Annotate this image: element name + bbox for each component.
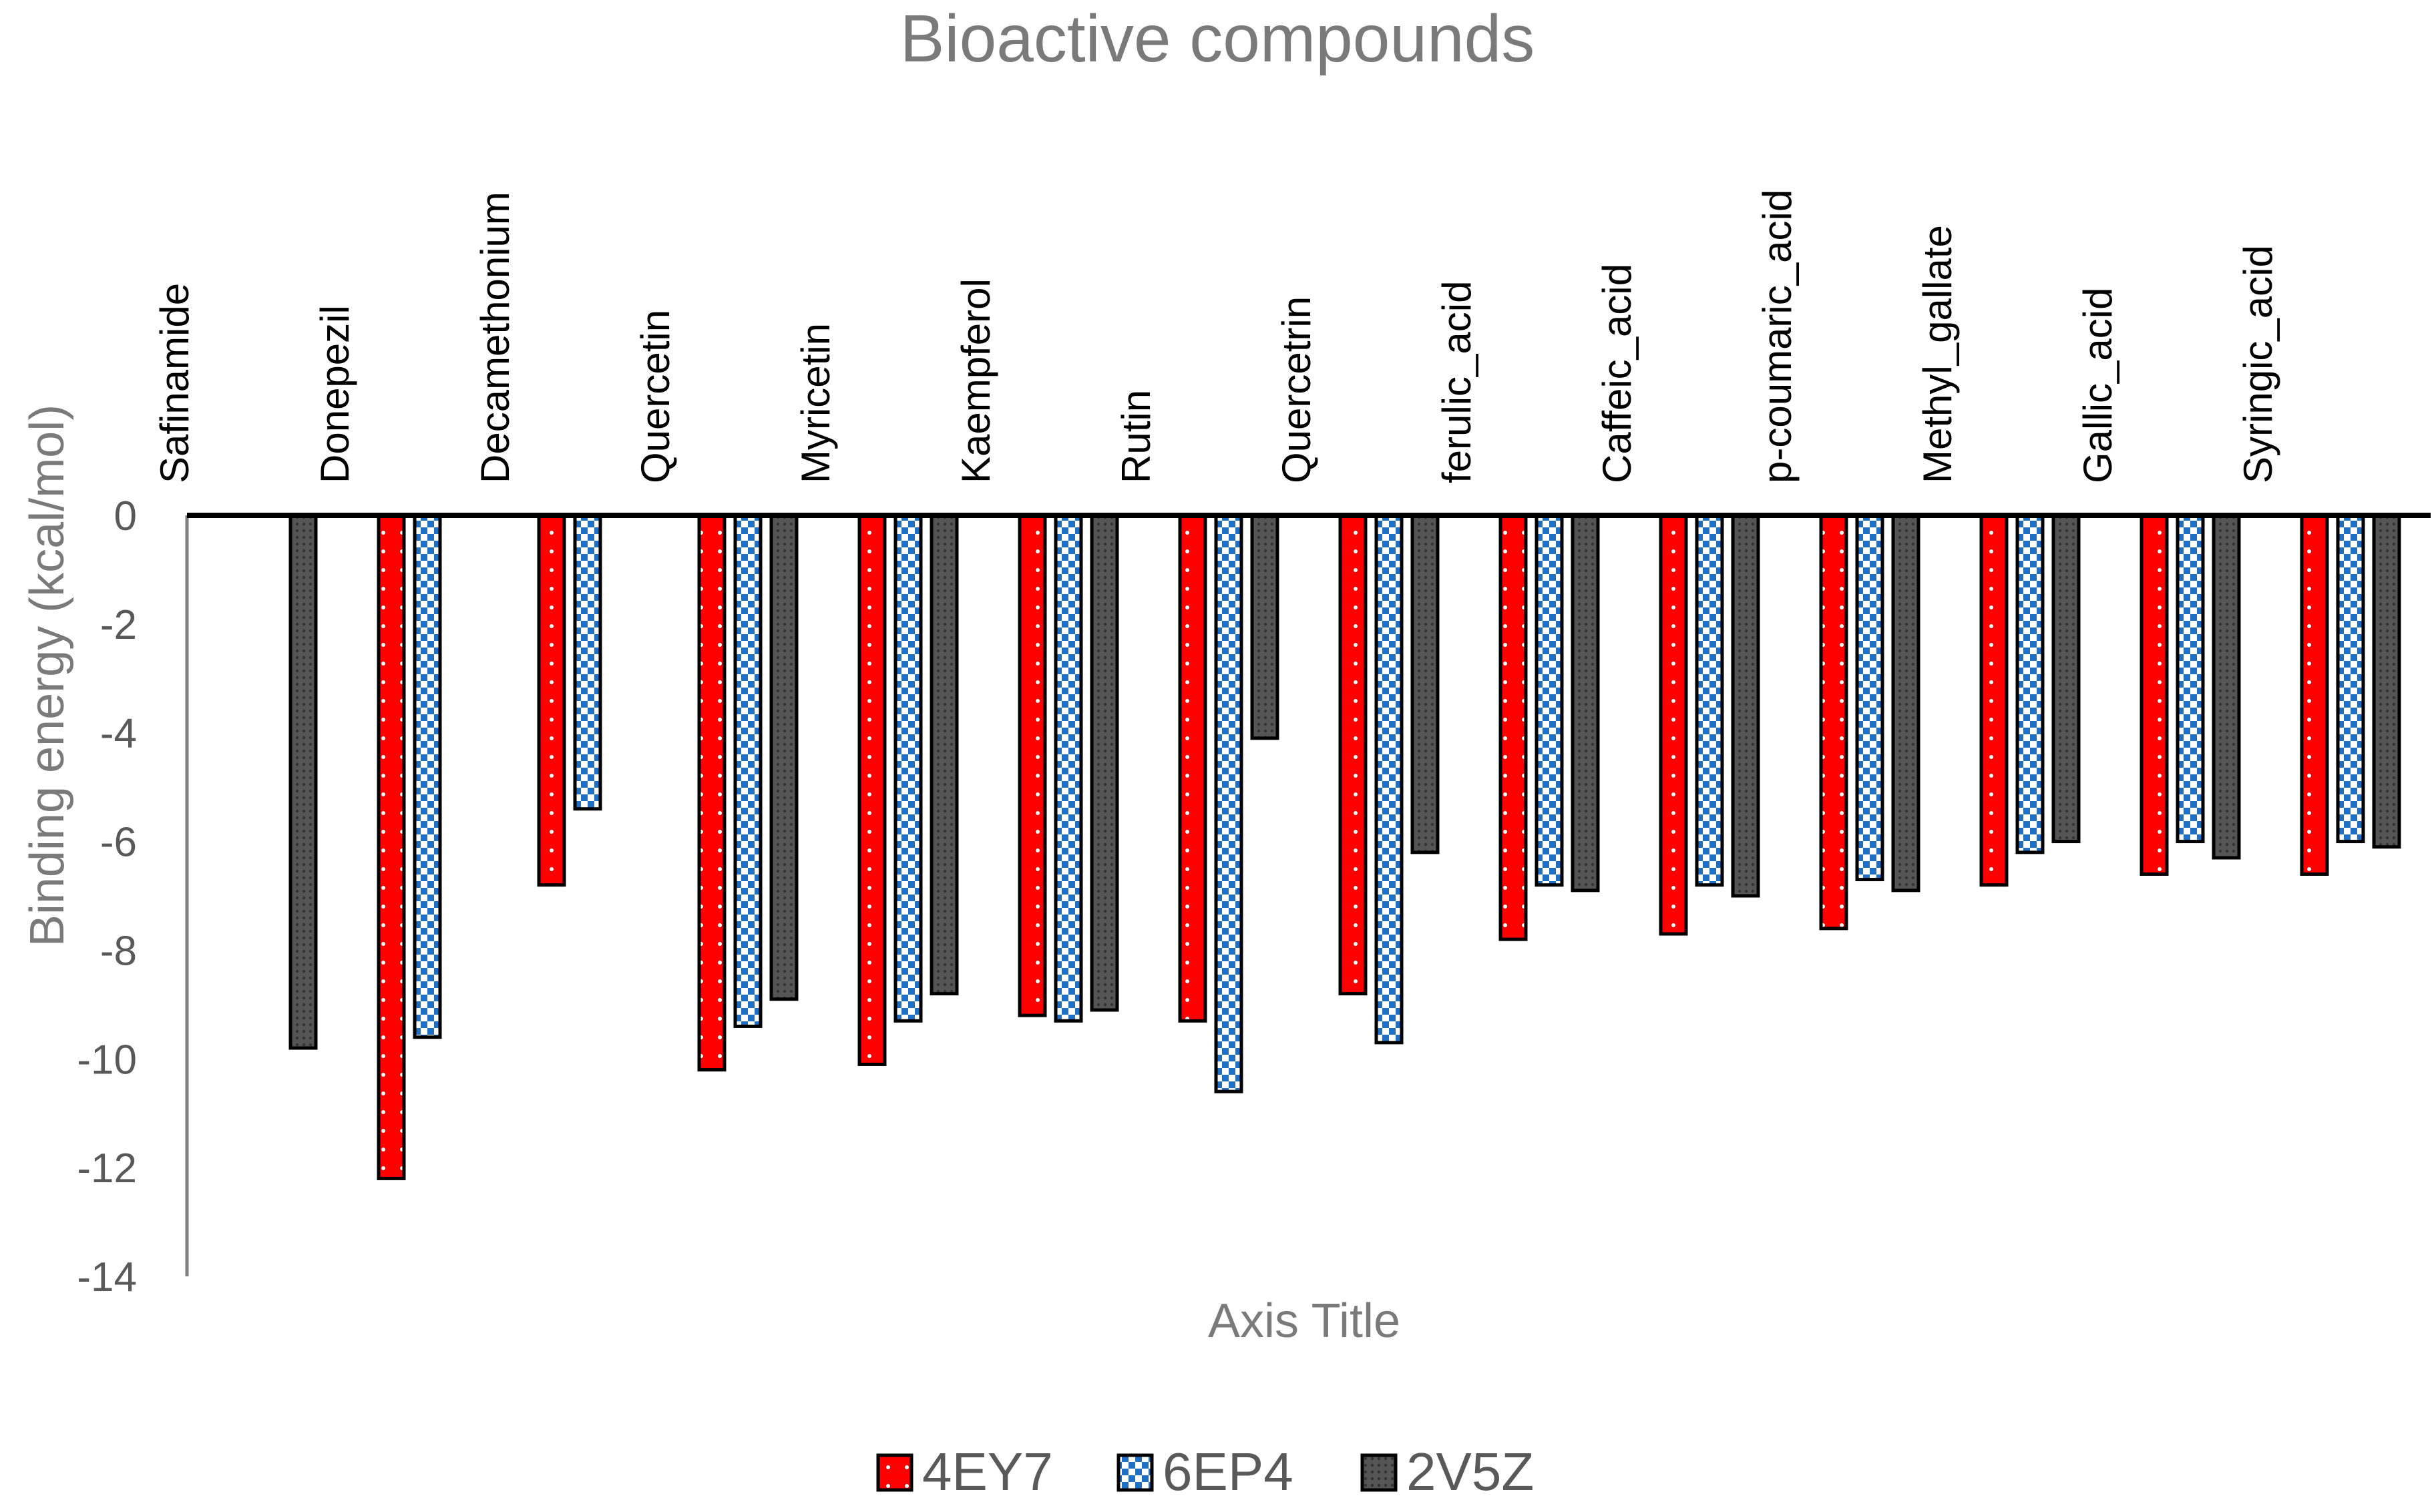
bar-2V5Z-Quercetin [769, 513, 799, 1001]
category-label: Rutin [1114, 390, 1159, 483]
legend-label-6EP4: 6EP4 [1163, 1442, 1293, 1501]
y-tick-label: -12 [77, 1146, 137, 1192]
bar-2V5Z-ferulic_acid [1571, 513, 1600, 893]
legend-swatch-4EY7 [876, 1453, 914, 1492]
bar-4EY7-ferulic_acid [1498, 513, 1528, 941]
y-tick-label: -6 [100, 820, 137, 866]
category-label: Methyl_gallate [1915, 225, 1960, 483]
bar-4EY7-Kaempferol [1018, 513, 1047, 1017]
category-label: Donepezil [313, 305, 357, 483]
bar-6EP4-Myricetin [893, 513, 923, 1023]
bar-4EY7-Quercetin [697, 513, 727, 1072]
bar-4EY7-Caffeic_acid [1659, 513, 1688, 936]
bar-2V5Z-Caffeic_acid [1731, 513, 1760, 898]
bar-2V5Z-Syringic_acid [2372, 513, 2401, 849]
bar-6EP4-Donepezil [413, 513, 442, 1039]
bar-6EP4-Decamethonium [573, 513, 602, 811]
bar-2V5Z-Rutin [1250, 513, 1279, 740]
y-axis-title: Binding energy (kcal/mol) [21, 405, 74, 947]
category-label: p-coumaric_acid [1755, 190, 1800, 483]
bar-4EY7-Quercetrin [1338, 513, 1368, 996]
bar-6EP4-Methyl_gallate [2015, 513, 2045, 854]
y-tick-label: -14 [77, 1254, 137, 1300]
legend-label-4EY7: 4EY7 [922, 1442, 1053, 1501]
bar-4EY7-p-coumaric_acid [1819, 513, 1848, 931]
bar-4EY7-Methyl_gallate [1979, 513, 2009, 887]
y-tick-label: -10 [77, 1037, 137, 1083]
category-label: Decamethonium [473, 192, 518, 483]
bar-4EY7-Decamethonium [537, 513, 566, 887]
category-label: Quercetrin [1274, 296, 1319, 483]
bar-4EY7-Myricetin [857, 513, 887, 1066]
bar-6EP4-Rutin [1214, 513, 1243, 1093]
legend-label-2V5Z: 2V5Z [1406, 1442, 1534, 1501]
bar-6EP4-Syringic_acid [2336, 513, 2365, 844]
bar-2V5Z-Gallic_acid [2212, 513, 2241, 860]
bar-4EY7-Gallic_acid [2140, 513, 2169, 876]
category-label: Quercetin [633, 310, 678, 483]
category-label: ferulic_acid [1434, 281, 1479, 484]
bar-6EP4-Gallic_acid [2176, 513, 2205, 844]
category-labels: Safinamide Donepezil Decamethonium Querceti… [152, 190, 2280, 483]
bar-2V5Z-Safinamide [288, 513, 318, 1050]
category-label: Kaempferol [954, 278, 998, 483]
chart-title: Bioactive compounds [900, 1, 1535, 76]
bar-6EP4-Kaempferol [1054, 513, 1083, 1023]
bar-2V5Z-p-coumaric_acid [1891, 513, 1920, 893]
y-tick-label: -4 [100, 711, 137, 757]
bar-2V5Z-Quercetrin [1410, 513, 1440, 854]
bar-2V5Z-Myricetin [930, 513, 959, 996]
bar-4EY7-Rutin [1178, 513, 1207, 1023]
category-label: Myricetin [793, 323, 838, 483]
bar-2V5Z-Methyl_gallate [2051, 513, 2081, 844]
category-label: Gallic_acid [2075, 288, 2120, 483]
bar-4EY7-Donepezil [377, 513, 406, 1180]
bar-6EP4-Quercetin [733, 513, 763, 1028]
y-tick-labels: 0 -2 -4 -6 -8 -10 -12 -14 [77, 493, 137, 1300]
bars-layer [288, 513, 2401, 1180]
y-tick-label: 0 [114, 493, 137, 539]
x-axis-title: Axis Title [1208, 1294, 1400, 1348]
bar-6EP4-Caffeic_acid [1695, 513, 1724, 887]
bar-4EY7-Syringic_acid [2300, 513, 2329, 876]
y-tick-label: -8 [100, 928, 137, 974]
bar-6EP4-Quercetrin [1374, 513, 1404, 1045]
category-label: Safinamide [152, 283, 197, 483]
category-label: Syringic_acid [2236, 245, 2280, 483]
bar-6EP4-ferulic_acid [1535, 513, 1564, 887]
category-label: Caffeic_acid [1595, 264, 1639, 483]
legend-swatch-2V5Z [1360, 1453, 1398, 1492]
y-tick-label: -2 [100, 602, 137, 648]
bar-2V5Z-Kaempferol [1090, 513, 1119, 1012]
bar-6EP4-p-coumaric_acid [1855, 513, 1884, 882]
legend: 4EY7 6EP4 2V5Z [876, 1442, 1534, 1501]
legend-swatch-6EP4 [1116, 1453, 1154, 1492]
